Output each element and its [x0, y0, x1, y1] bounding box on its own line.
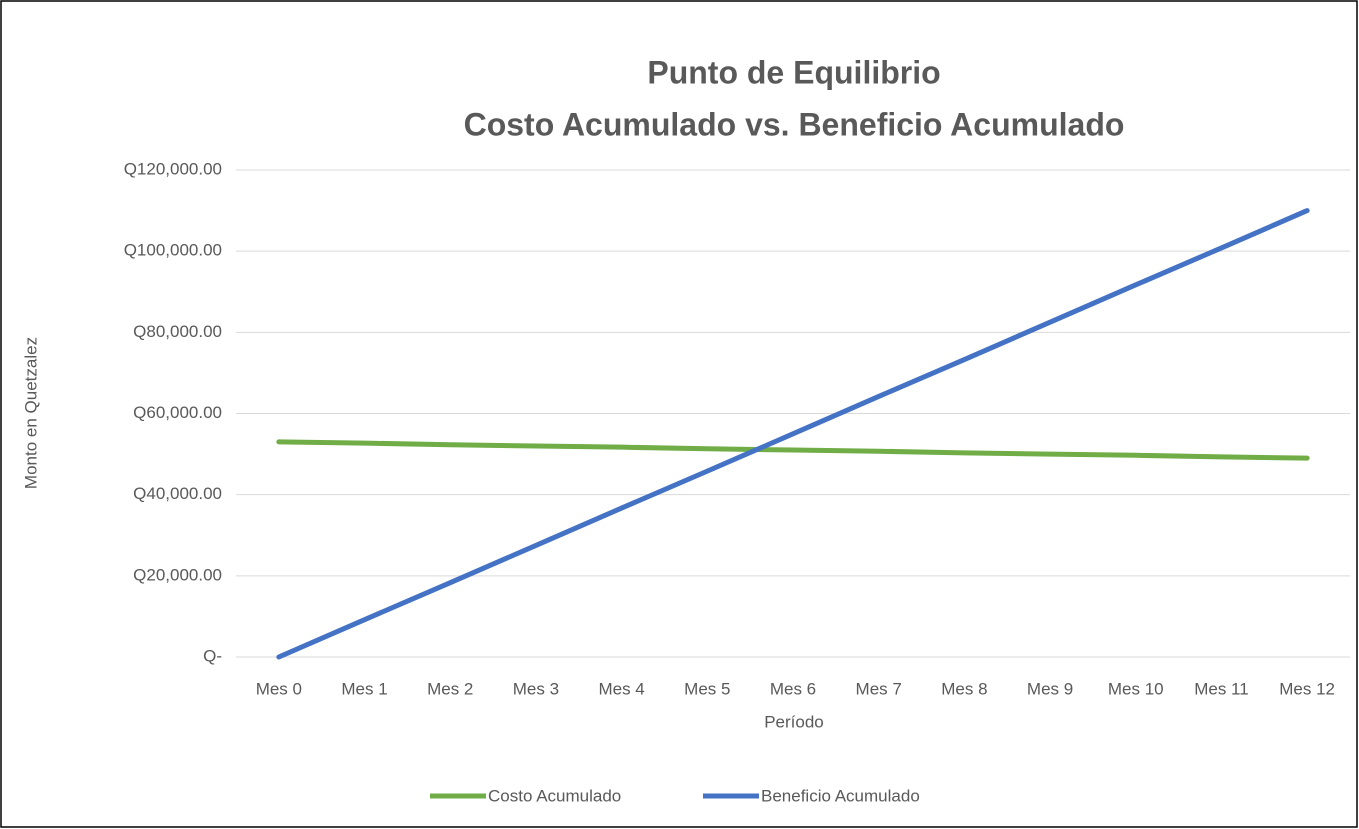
x-tick-label: Mes 1 [341, 679, 387, 698]
y-tick-label: Q60,000.00 [133, 403, 222, 422]
x-tick-label: Mes 9 [1027, 679, 1073, 698]
legend-label: Beneficio Acumulado [761, 786, 920, 805]
x-tick-label: Mes 5 [684, 679, 730, 698]
y-tick-label: Q20,000.00 [133, 565, 222, 584]
series-line [276, 208, 1310, 660]
x-axis-label: Período [764, 712, 824, 731]
y-tick-label: Q80,000.00 [133, 322, 222, 341]
x-tick-label: Mes 12 [1279, 679, 1335, 698]
y-tick-label: Q- [203, 646, 222, 665]
legend-label: Costo Acumulado [488, 786, 621, 805]
y-tick-label: Q100,000.00 [124, 241, 222, 260]
x-tick-label: Mes 6 [770, 679, 816, 698]
x-tick-label: Mes 2 [427, 679, 473, 698]
chart-subtitle: Costo Acumulado vs. Beneficio Acumulado [464, 106, 1125, 142]
series-line [276, 439, 1310, 461]
x-tick-label: Mes 11 [1194, 679, 1249, 698]
x-tick-label: Mes 3 [513, 679, 559, 698]
y-tick-label: Q40,000.00 [133, 484, 222, 503]
x-tick-label: Mes 0 [256, 679, 302, 698]
y-axis-label: Monto en Quetzalez [21, 337, 40, 489]
y-tick-label: Q120,000.00 [124, 159, 222, 178]
x-tick-label: Mes 10 [1108, 679, 1164, 698]
x-tick-label: Mes 7 [856, 679, 902, 698]
x-tick-label: Mes 4 [598, 679, 644, 698]
chart-title: Punto de Equilibrio [647, 54, 940, 90]
x-tick-label: Mes 8 [941, 679, 987, 698]
